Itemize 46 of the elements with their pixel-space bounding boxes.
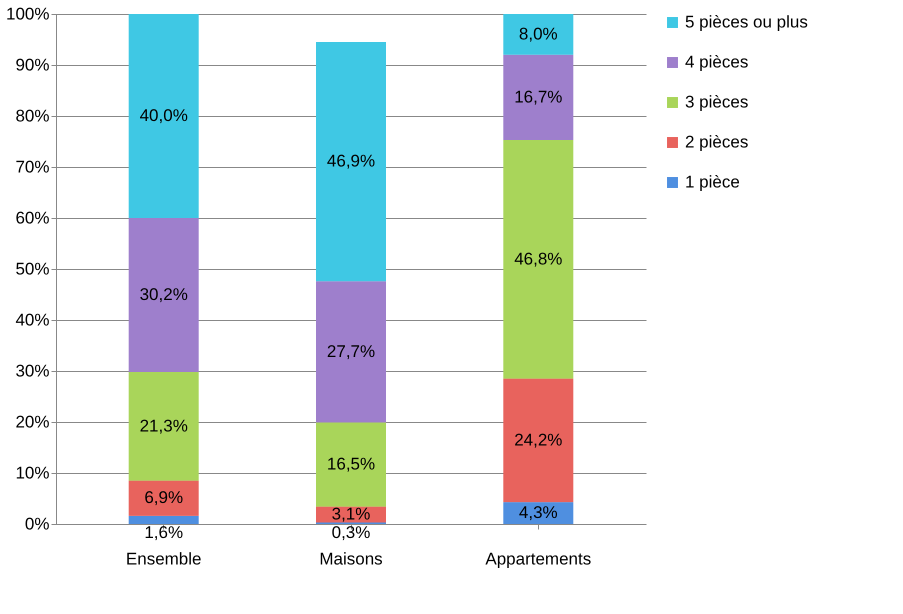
legend-label: 4 pièces xyxy=(685,52,748,72)
bar xyxy=(128,480,199,516)
bar xyxy=(316,42,386,282)
y-tick-label: 20% xyxy=(15,412,50,432)
bar xyxy=(128,14,199,218)
y-tick-label: 40% xyxy=(15,310,50,330)
data-label: 16,5% xyxy=(326,454,376,474)
bar xyxy=(128,218,199,372)
x-tick-label: Appartements xyxy=(485,550,592,568)
y-tick-label: 50% xyxy=(15,260,50,278)
legend-label: 5 pièces ou plus xyxy=(685,12,808,32)
y-tick-label: 90% xyxy=(15,56,50,74)
bar xyxy=(503,140,574,379)
data-label: 16,7% xyxy=(514,87,562,106)
y-tick-label: 80% xyxy=(15,106,50,126)
data-label: 27,7% xyxy=(326,342,376,361)
legend-label: 3 pièces xyxy=(685,92,748,112)
bar xyxy=(503,54,574,140)
legend-label: 2 pièces xyxy=(685,132,748,152)
bar xyxy=(128,372,199,481)
y-tick-label: 30% xyxy=(15,362,50,380)
data-label: 3,1% xyxy=(332,504,370,524)
data-label: 30,2% xyxy=(140,285,188,304)
legend-label: 1 pièce xyxy=(685,172,740,192)
data-label: 46,9% xyxy=(326,152,376,171)
y-tick-label: 0% xyxy=(24,514,50,534)
y-tick-label: 70% xyxy=(15,158,50,176)
data-label: 1,6% xyxy=(144,523,184,542)
bar xyxy=(316,281,386,423)
y-tick-label: 10% xyxy=(15,464,50,482)
data-label: 4,3% xyxy=(518,503,558,522)
data-label: 46,8% xyxy=(514,249,562,268)
data-label: 8,0% xyxy=(518,24,558,44)
x-tick-label: Ensemble xyxy=(126,550,202,568)
data-label: 0,3% xyxy=(332,523,370,542)
data-label: 24,2% xyxy=(514,430,562,450)
data-label: 6,9% xyxy=(144,488,184,508)
bar xyxy=(316,422,386,507)
bar xyxy=(503,378,574,502)
y-tick-label: 100% xyxy=(6,4,50,24)
bar xyxy=(128,516,199,524)
x-tick-label: Maisons xyxy=(319,550,383,568)
bar xyxy=(503,14,574,55)
data-label: 21,3% xyxy=(140,416,188,436)
y-tick-label: 60% xyxy=(15,208,50,228)
data-label: 40,0% xyxy=(140,106,188,125)
